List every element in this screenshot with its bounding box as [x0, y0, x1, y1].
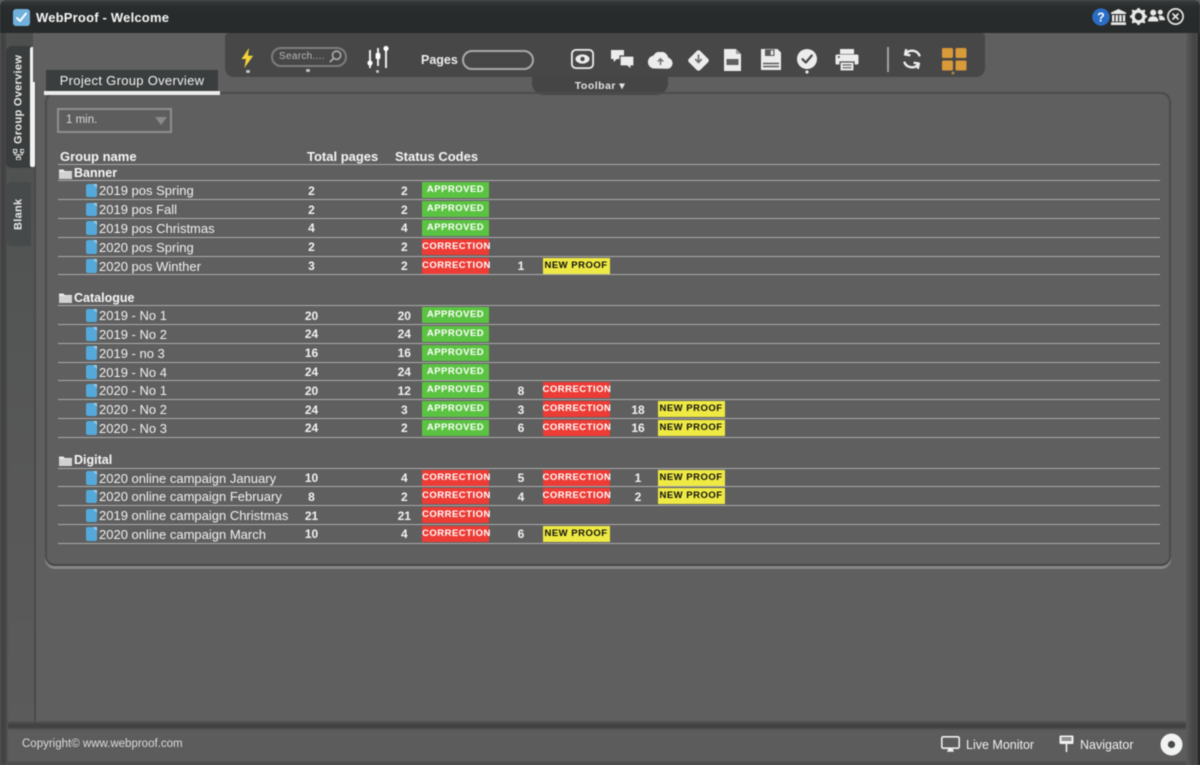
- svg-text:?: ?: [1097, 10, 1105, 24]
